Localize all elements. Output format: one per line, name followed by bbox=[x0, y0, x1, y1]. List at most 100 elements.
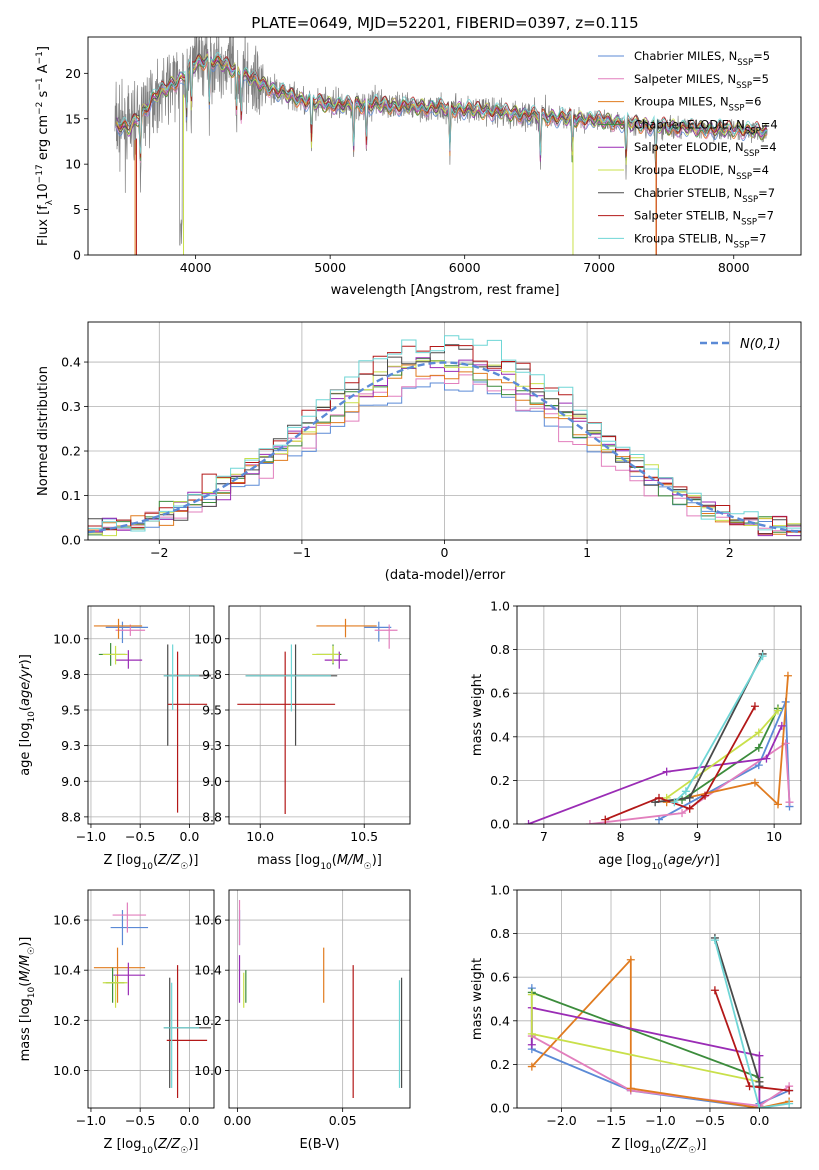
weight-marker-4 bbox=[527, 1040, 536, 1049]
weight-marker-8 bbox=[758, 652, 767, 661]
y-tick-label: 10.6 bbox=[194, 913, 222, 928]
y-axis-label: mass weight bbox=[470, 674, 485, 756]
x-axis-label: Z [log10(Z/Z☉)] bbox=[104, 1137, 199, 1156]
errorbar-point-8 bbox=[245, 644, 331, 712]
y-tick-label: 10.2 bbox=[53, 1013, 81, 1028]
legend-label-3: Chabrier ELODIE, NSSP=4 bbox=[634, 117, 778, 136]
weight-marker-7 bbox=[685, 804, 694, 813]
y-tick-label: 8.8 bbox=[202, 809, 222, 824]
y-tick-label: 0.2 bbox=[61, 444, 81, 459]
weight-marker-8 bbox=[681, 787, 690, 796]
weight-marker-6 bbox=[685, 793, 694, 802]
y-tick-label: 0.6 bbox=[490, 970, 510, 985]
weight-marker-5 bbox=[527, 990, 536, 999]
weight-marker-2 bbox=[783, 671, 792, 680]
weight-line-8 bbox=[714, 939, 790, 1108]
x-tick-label: 6000 bbox=[449, 260, 481, 275]
errorbar-point-0 bbox=[364, 621, 392, 642]
axes-frame bbox=[228, 605, 411, 825]
plot-area-weight_vs_age bbox=[524, 649, 794, 824]
legend-gaussian-label: N(0,1) bbox=[740, 337, 781, 352]
y-tick-label: 0.4 bbox=[490, 729, 510, 744]
x-tick-label: 0.05 bbox=[329, 1113, 357, 1128]
y-tick-label: 9.5 bbox=[202, 703, 222, 718]
x-tick-label: −0.5 bbox=[125, 1113, 155, 1128]
axes-age_vs_Z: −1.0 −0.5 0.0 8.8 9.0 9.3 9.5 9.8 10.0 Z [log10(Z… bbox=[18, 605, 215, 872]
y-tick-label: 1.0 bbox=[490, 599, 510, 614]
y-tick-label: 15 bbox=[65, 111, 81, 126]
y-tick-label: 0 bbox=[73, 248, 81, 263]
weight-line-4 bbox=[528, 725, 783, 824]
x-tick-label: −1.5 bbox=[596, 1113, 626, 1128]
legend: Chabrier MILES, NSSP=5 Salpeter MILES, NS… bbox=[598, 49, 778, 250]
axes-frame bbox=[87, 321, 802, 541]
axes-frame bbox=[516, 605, 802, 825]
x-tick-label: 0.0 bbox=[179, 829, 199, 844]
x-tick-label: 7 bbox=[540, 829, 548, 844]
y-tick-label: 0.4 bbox=[61, 355, 81, 370]
weight-marker-4 bbox=[755, 1051, 764, 1060]
legend-label-5: Kroupa ELODIE, NSSP=4 bbox=[634, 163, 769, 182]
weight-marker-7 bbox=[750, 702, 759, 711]
figure-title: PLATE=0649, MJD=52201, FIBERID=0397, z=0… bbox=[251, 14, 638, 32]
axes-mass_vs_Z: −1.0 −0.5 0.0 10.0 10.2 10.4 10.6 Z [log10(Z/Z☉… bbox=[18, 889, 215, 1156]
x-tick-label: 0.0 bbox=[179, 1113, 199, 1128]
legend-label-8: Kroupa STELIB, NSSP=7 bbox=[634, 231, 766, 250]
histogram-5 bbox=[88, 360, 801, 537]
x-tick-label: 10.5 bbox=[350, 829, 378, 844]
y-axis-label: Normed distribution bbox=[36, 366, 51, 496]
y-tick-label: 0.2 bbox=[490, 773, 510, 788]
x-tick-label: −0.5 bbox=[125, 829, 155, 844]
weight-marker-8 bbox=[710, 936, 719, 945]
weight-marker-2 bbox=[750, 778, 759, 787]
y-tick-label: 9.0 bbox=[61, 774, 81, 789]
axes-weight_vs_age: 7 8 9 10 0.0 0.2 0.4 0.6 0.8 1.0 age [log10(age/yr… bbox=[470, 599, 802, 872]
errorbar-point-4 bbox=[113, 962, 146, 996]
y-axis-label: mass [log10(M/M☉)] bbox=[18, 937, 37, 1062]
y-tick-label: 9.8 bbox=[61, 667, 81, 682]
axes-spectrum: 4000 5000 6000 7000 8000 0 5 10 15 20 wavelength [… bbox=[35, 36, 802, 298]
errorbar-point-0 bbox=[110, 910, 149, 946]
weight-marker-7 bbox=[710, 986, 719, 995]
x-tick-label: −1.0 bbox=[645, 1113, 675, 1128]
x-tick-label: 0 bbox=[441, 545, 449, 560]
y-tick-label: 0.1 bbox=[61, 488, 81, 503]
model-spectrum-2 bbox=[115, 55, 768, 166]
x-tick-label: −2.0 bbox=[546, 1113, 576, 1128]
y-tick-label: 9.5 bbox=[61, 703, 81, 718]
y-tick-label: 10.4 bbox=[53, 963, 81, 978]
errorbar-point-7 bbox=[167, 651, 208, 813]
x-tick-label: 0.0 bbox=[749, 1113, 769, 1128]
errorbar-point-5 bbox=[312, 645, 340, 663]
weight-marker-8 bbox=[785, 1099, 794, 1108]
errorbar-point-1 bbox=[374, 624, 398, 649]
x-axis-label: mass [log10(M/M☉)] bbox=[257, 853, 382, 872]
weight-marker-4 bbox=[777, 721, 786, 730]
weight-marker-2 bbox=[626, 955, 635, 964]
weight-line-2 bbox=[666, 675, 789, 807]
y-axis-label: Flux [fλ10−17 erg cm−2 s−1 A−1] bbox=[35, 46, 55, 246]
errorbar-point-5 bbox=[102, 645, 128, 665]
y-tick-label: 9.8 bbox=[202, 667, 222, 682]
x-axis-label: E(B-V) bbox=[299, 1137, 339, 1152]
weight-line-3 bbox=[531, 991, 760, 1079]
axes-mass_vs_EBV: 0.00 0.05 10.0 10.2 10.4 10.6 E(B-V) bbox=[194, 889, 411, 1152]
legend-label-0: Chabrier MILES, NSSP=5 bbox=[634, 49, 770, 68]
axes-frame bbox=[87, 605, 215, 825]
y-axis-label: age [log10(age/yr)] bbox=[18, 654, 37, 776]
plot-area-weight_vs_Z bbox=[527, 933, 794, 1108]
legend-label-4: Salpeter ELODIE, NSSP=4 bbox=[634, 140, 777, 159]
axes-weight_vs_Z: −2.0 −1.5 −1.0 −0.5 0.0 0.0 0.2 0.4 0.6 0.8 1.0 Z [… bbox=[470, 883, 802, 1156]
weight-line-1 bbox=[589, 741, 791, 824]
y-tick-label: 9.3 bbox=[202, 738, 222, 753]
x-tick-label: 2 bbox=[726, 545, 734, 560]
y-tick-label: 10.6 bbox=[53, 913, 81, 928]
axes-residuals: −2 −1 0 1 2 0.0 0.1 0.2 0.3 0.4 (data-model)/error… bbox=[36, 321, 802, 583]
x-tick-label: 0.00 bbox=[223, 1113, 251, 1128]
plot-area-mass_vs_EBV bbox=[238, 900, 403, 1098]
weight-marker-7 bbox=[785, 1086, 794, 1095]
y-tick-label: 0.3 bbox=[61, 399, 81, 414]
axes-frame bbox=[87, 889, 215, 1109]
